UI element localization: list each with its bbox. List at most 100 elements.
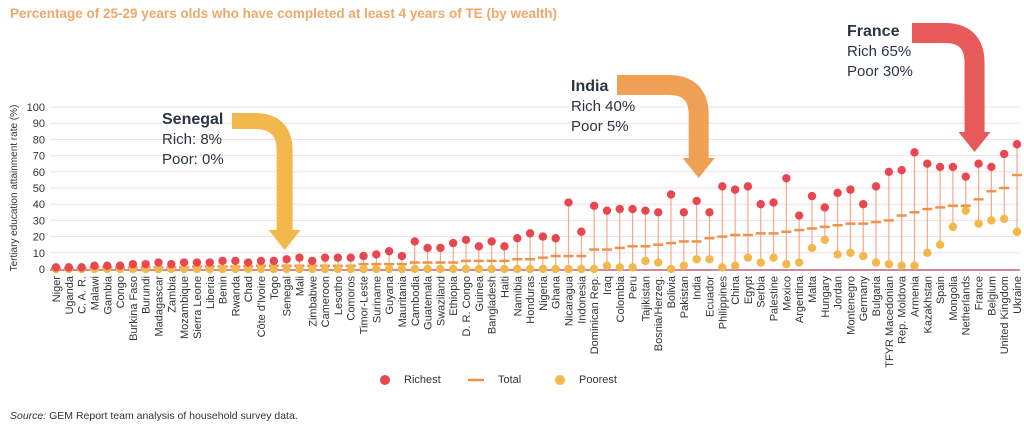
poorest-point (256, 264, 266, 274)
x-tick-label: Mongolia (948, 275, 960, 321)
poorest-point (192, 264, 202, 274)
legend-richest: Richest (378, 373, 441, 387)
poorest-point (513, 264, 522, 274)
poorest-point (308, 264, 317, 274)
richest-point (807, 191, 817, 201)
richest-point (372, 250, 381, 259)
poorest-point (923, 248, 932, 257)
poorest-point (205, 264, 214, 274)
poorest-point (346, 264, 355, 274)
poorest-point (410, 264, 419, 274)
poorest-point (577, 264, 586, 274)
x-tick-label: Ghana (551, 275, 563, 309)
annotation-india-title: India (571, 78, 609, 95)
x-tick-label: Rep. Moldova (897, 275, 909, 344)
richest-point (730, 185, 740, 194)
richest-point (231, 256, 240, 266)
poorest-point (859, 251, 868, 261)
y-tick-label: 80 (33, 134, 45, 146)
annotation-france-title: France (847, 23, 900, 40)
x-tick-label: Palestine (769, 276, 781, 321)
richest-point (346, 253, 355, 262)
annotation-france: France Rich 65% Poor 30% (847, 22, 913, 82)
richest-point (782, 174, 791, 183)
x-tick-label: Argentina (794, 275, 806, 323)
richest-point (397, 251, 407, 261)
x-tick-label: Niger (51, 276, 63, 303)
poorest-point (820, 235, 829, 245)
poorest-point (282, 264, 291, 274)
y-tick-label: 100 (27, 102, 45, 114)
x-tick-label: Ukraine (1012, 276, 1024, 314)
poorest-point (846, 248, 855, 257)
poorest-point (718, 263, 727, 272)
richest-point (718, 182, 727, 191)
x-tick-label: Dominican Rep. (589, 276, 601, 354)
richest-point (205, 258, 214, 267)
poorest-point (897, 261, 906, 270)
poorest-point (1012, 227, 1022, 236)
source-note: Source: GEM Report team analysis of hous… (10, 410, 298, 422)
richest-point (333, 253, 343, 262)
x-tick-label: Egypt (743, 276, 755, 304)
poorest-point (487, 264, 496, 274)
x-tick-label: Liberia (205, 275, 217, 309)
x-tick-label: Togo (269, 276, 281, 300)
france-arrow-shaft (912, 23, 985, 134)
x-tick-label: Guinea (474, 275, 486, 311)
richest-point (910, 148, 919, 157)
x-tick-label: Nicaragua (564, 275, 576, 326)
richest-point (602, 206, 612, 215)
richest-point (769, 198, 778, 207)
x-tick-label: Serbia (756, 275, 768, 308)
legend-total-marker (468, 378, 484, 382)
france-arrow-head (958, 132, 991, 152)
poorest-point (525, 264, 535, 274)
x-tick-label: Côte d'Ivoire (256, 276, 268, 337)
poorest-point (807, 243, 817, 253)
x-tick-label: Madagascar (154, 276, 166, 337)
x-tick-label: Kazakhstan (922, 276, 934, 333)
richest-point (935, 162, 945, 172)
y-tick-label: 10 (33, 248, 45, 260)
richest-point (794, 211, 804, 220)
richest-point (564, 198, 573, 207)
x-tick-label: Hungary (820, 276, 832, 318)
poorest-point (987, 216, 996, 225)
richest-point (167, 259, 176, 269)
poorest-point (961, 206, 970, 215)
x-tick-label: Armenia (909, 275, 921, 317)
x-tick-label: Uganda (64, 275, 76, 314)
richest-point (628, 204, 637, 214)
x-tick-label: Benin (218, 276, 230, 304)
y-tick-label: 60 (33, 167, 45, 179)
x-tick-label: Swaziland (435, 276, 447, 326)
x-tick-label: Philippines (717, 276, 729, 330)
x-tick-label: Guatemala (423, 275, 435, 330)
y-tick-label: 20 (33, 232, 45, 244)
x-tick-label: Bolivia (666, 275, 678, 308)
richest-point (282, 255, 291, 264)
richest-point (410, 237, 419, 246)
richest-point (923, 159, 932, 168)
senegal-arrow-head (268, 230, 301, 250)
poorest-point (769, 253, 778, 262)
richest-point (103, 261, 112, 270)
poorest-point (782, 259, 791, 269)
x-tick-label: Timor-Leste (359, 276, 371, 334)
poorest-point (628, 263, 637, 272)
chart-title: Percentage of 25-29 years olds who have … (10, 6, 557, 21)
richest-point (538, 232, 548, 241)
x-tick-label: Cameroon (320, 276, 332, 327)
annotation-france-rich: Rich 65% (847, 43, 912, 60)
richest-point (128, 259, 138, 269)
richest-point (423, 243, 432, 253)
annotation-senegal-poor: Poor: 0% (162, 151, 224, 168)
source-label: Source: (10, 410, 47, 422)
poorest-point (551, 264, 560, 274)
x-tick-label: Germany (858, 276, 870, 322)
richest-point (192, 258, 202, 267)
x-tick-label: Mali (294, 276, 306, 296)
x-tick-label: Iraq (602, 276, 614, 295)
richest-point (884, 167, 894, 176)
